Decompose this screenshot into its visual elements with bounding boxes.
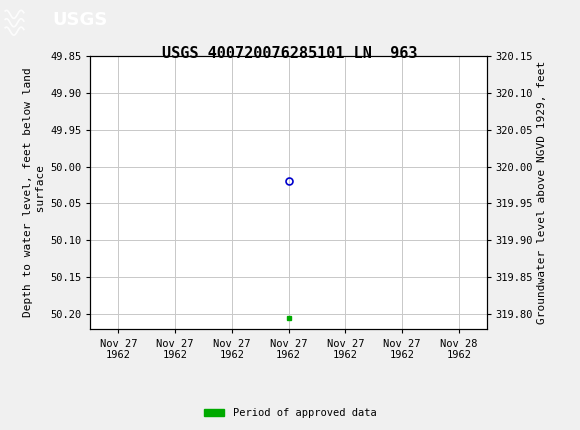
Legend: Period of approved data: Period of approved data [200,404,380,423]
Text: USGS: USGS [52,11,107,29]
Text: USGS 400720076285101 LN  963: USGS 400720076285101 LN 963 [162,46,418,61]
Y-axis label: Depth to water level, feet below land
 surface: Depth to water level, feet below land su… [23,68,46,317]
Y-axis label: Groundwater level above NGVD 1929, feet: Groundwater level above NGVD 1929, feet [537,61,547,324]
